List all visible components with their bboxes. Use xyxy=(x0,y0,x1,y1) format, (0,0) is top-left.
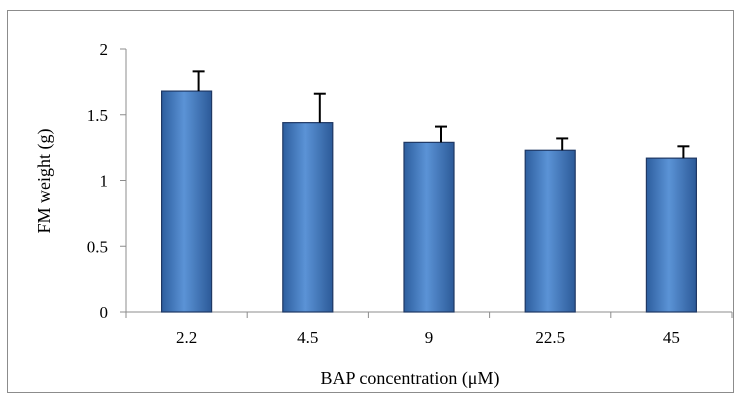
x-tick-label: 9 xyxy=(425,328,434,347)
bar xyxy=(161,90,213,313)
x-tick-label: 4.5 xyxy=(297,328,318,347)
y-tick-label: 1 xyxy=(100,172,109,191)
bar xyxy=(403,141,455,313)
x-axis-title: BAP concentration (μM) xyxy=(321,368,500,389)
x-tick-label: 22.5 xyxy=(535,328,565,347)
chart-frame xyxy=(7,10,734,393)
y-tick-label: 1.5 xyxy=(87,106,108,125)
error-bars xyxy=(192,70,690,159)
bar xyxy=(524,149,576,313)
y-tick-label: 0.5 xyxy=(87,237,108,256)
y-axis: 0 0.5 1 1.5 2 xyxy=(87,40,127,322)
x-tick-label: 45 xyxy=(663,328,680,347)
bar xyxy=(282,122,334,313)
y-tick-label: 0 xyxy=(100,303,109,322)
bar xyxy=(645,157,698,313)
y-axis-title: FM weight (g) xyxy=(34,129,55,234)
y-tick-label: 2 xyxy=(100,40,109,59)
x-axis: 2.2 4.5 9 22.5 45 xyxy=(125,311,733,347)
bars xyxy=(161,90,698,313)
x-tick-label: 2.2 xyxy=(176,328,197,347)
